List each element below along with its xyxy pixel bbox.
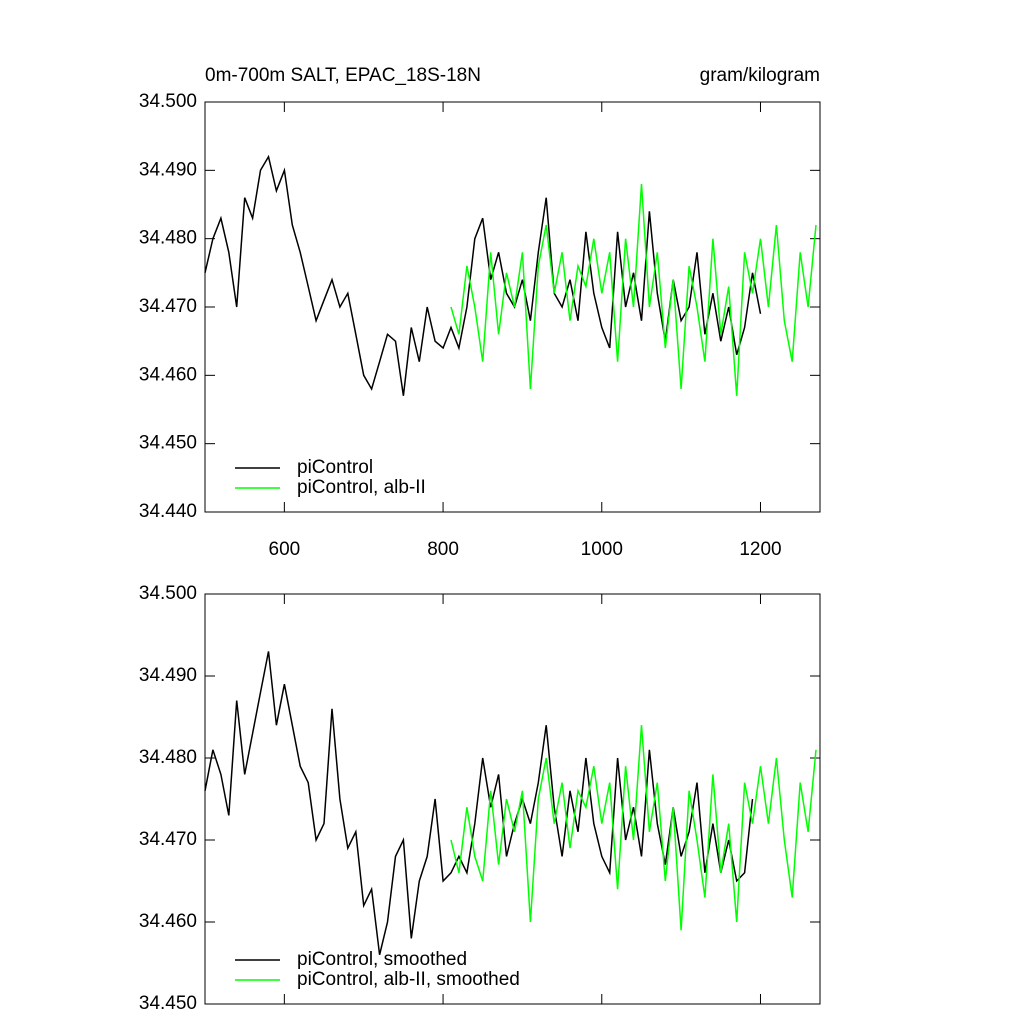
y-tick-label: 34.490: [139, 665, 197, 686]
plot-frame: [204, 101, 821, 513]
y-tick-label: 34.470: [139, 829, 197, 850]
plot-frame: [204, 593, 821, 1005]
units-label: gram/kilogram: [700, 65, 820, 86]
x-tick-label: 600: [269, 539, 301, 560]
data-line: [204, 651, 754, 955]
legend-label: piControl: [297, 457, 373, 478]
legend-label: piControl, alb-II, smoothed: [297, 969, 520, 990]
legend-label: piControl, alb-II: [297, 477, 426, 498]
x-tick-label: 1200: [739, 539, 781, 560]
y-tick-label: 34.500: [139, 583, 197, 604]
y-tick-label: 34.500: [139, 91, 197, 112]
y-tick-label: 34.480: [139, 228, 197, 249]
data-line: [450, 183, 817, 396]
y-tick-label: 34.440: [139, 501, 197, 522]
y-tick-label: 34.490: [139, 159, 197, 180]
y-tick-label: 34.450: [139, 433, 197, 454]
chart-title: 0m-700m SALT, EPAC_18S-18N: [205, 65, 481, 86]
y-tick-label: 34.460: [139, 364, 197, 385]
legend-label: piControl, smoothed: [297, 949, 467, 970]
x-tick-label: 1000: [581, 539, 623, 560]
y-tick-label: 34.480: [139, 747, 197, 768]
y-tick-label: 34.460: [139, 911, 197, 932]
data-line: [450, 725, 817, 931]
y-tick-label: 34.450: [139, 993, 197, 1014]
x-tick-label: 800: [427, 539, 459, 560]
y-tick-label: 34.470: [139, 296, 197, 317]
